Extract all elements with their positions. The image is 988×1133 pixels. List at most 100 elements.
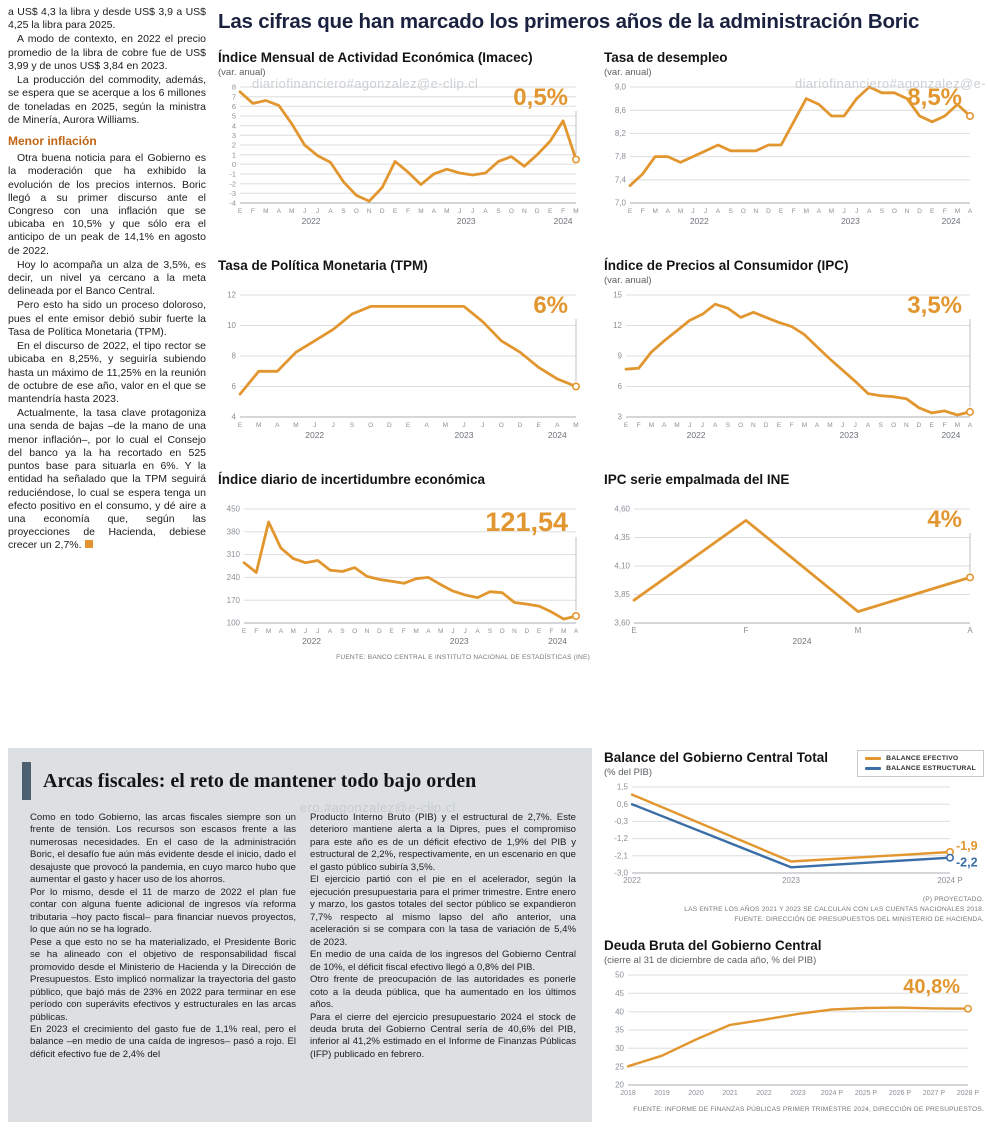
svg-text:J: J	[471, 208, 474, 215]
svg-text:15: 15	[613, 290, 622, 299]
fiscal-section: Arcas fiscales: el reto de mantener todo…	[8, 748, 592, 1122]
svg-text:E: E	[628, 208, 633, 215]
svg-text:D: D	[387, 422, 392, 429]
svg-text:A: A	[662, 422, 667, 429]
svg-text:J: J	[688, 422, 691, 429]
svg-text:N: N	[512, 628, 517, 635]
svg-text:O: O	[741, 208, 746, 215]
svg-text:N: N	[367, 208, 372, 215]
svg-text:F: F	[792, 208, 796, 215]
svg-text:2025 P: 2025 P	[855, 1090, 878, 1097]
svg-text:2019: 2019	[654, 1090, 670, 1097]
svg-text:8,6: 8,6	[615, 105, 627, 114]
chart-title: Índice Mensual de Actividad Económica (I…	[218, 50, 533, 65]
svg-text:A: A	[555, 422, 560, 429]
svg-text:O: O	[738, 422, 743, 429]
svg-text:J: J	[332, 422, 335, 429]
svg-text:N: N	[904, 422, 909, 429]
svg-text:A: A	[279, 628, 284, 635]
svg-text:4,10: 4,10	[614, 561, 630, 570]
svg-text:J: J	[462, 422, 465, 429]
svg-text:0,6: 0,6	[617, 799, 629, 808]
svg-text:S: S	[488, 628, 493, 635]
svg-text:J: J	[481, 422, 484, 429]
svg-text:J: J	[842, 208, 845, 215]
svg-text:D: D	[766, 208, 771, 215]
svg-text:2026 P: 2026 P	[889, 1090, 912, 1097]
svg-text:F: F	[251, 208, 255, 215]
svg-text:E: E	[548, 208, 553, 215]
svg-text:8,2: 8,2	[615, 129, 627, 138]
svg-text:N: N	[754, 208, 759, 215]
svg-text:2028 P: 2028 P	[957, 1090, 980, 1097]
svg-text:3,60: 3,60	[614, 618, 630, 627]
svg-text:0: 0	[232, 159, 236, 168]
svg-text:A: A	[574, 628, 579, 635]
article-paragraph: a US$ 4,3 la libra y desde US$ 3,9 a US$…	[8, 6, 206, 32]
svg-text:1: 1	[232, 150, 236, 159]
svg-text:N: N	[522, 208, 527, 215]
svg-text:3: 3	[232, 130, 236, 139]
svg-text:J: J	[854, 422, 857, 429]
chart-subtitle	[604, 489, 984, 501]
fiscal-text-columns: Como en todo Gobierno, las arcas fiscale…	[8, 804, 592, 1061]
svg-text:J: J	[316, 208, 319, 215]
svg-text:-2: -2	[229, 179, 236, 188]
svg-text:A: A	[483, 208, 488, 215]
svg-text:A: A	[866, 422, 871, 429]
fiscal-paragraph: Producto Interno Bruto (PIB) y el estruc…	[310, 812, 576, 873]
svg-text:S: S	[350, 422, 355, 429]
svg-text:S: S	[341, 208, 346, 215]
svg-text:O: O	[509, 208, 514, 215]
svg-text:F: F	[637, 422, 641, 429]
chart-title: Balance del Gobierno Central Total	[604, 750, 829, 765]
svg-text:2020: 2020	[688, 1090, 704, 1097]
balance-plot: 1,5 0,6 -0,3 -1,2 -2,1 -3,0 2022 2023 2024 P -1,9…	[604, 779, 984, 891]
svg-text:9: 9	[618, 351, 623, 360]
chart-ipc: Índice de Precios al Consumidor (IPC) (v…	[604, 258, 984, 445]
svg-text:2: 2	[232, 140, 236, 149]
svg-text:J: J	[701, 422, 704, 429]
svg-text:-0,3: -0,3	[614, 817, 628, 826]
chart-title: Índice diario de incertidumbre económica	[218, 472, 486, 487]
svg-text:-1,9: -1,9	[956, 839, 978, 853]
svg-text:1,5: 1,5	[617, 782, 629, 791]
svg-text:A: A	[277, 208, 282, 215]
svg-text:A: A	[432, 208, 437, 215]
svg-text:A: A	[713, 422, 718, 429]
svg-text:7,0: 7,0	[615, 198, 627, 207]
article-paragraph: En el discurso de 2022, el tipo rector s…	[8, 340, 206, 406]
svg-text:2022: 2022	[302, 216, 321, 226]
svg-text:E: E	[777, 422, 782, 429]
svg-text:50: 50	[615, 970, 624, 979]
svg-text:S: S	[880, 208, 885, 215]
svg-text:2022: 2022	[623, 876, 641, 885]
svg-text:F: F	[561, 208, 565, 215]
svg-text:A: A	[968, 208, 973, 215]
svg-text:J: J	[841, 422, 844, 429]
svg-text:8: 8	[232, 351, 237, 360]
tpm-plot: 12 10 8 6 4 E M A M J J S O D E A M J J O D E A M 2022 2023 2024 6%	[218, 287, 590, 445]
svg-text:O: O	[891, 422, 896, 429]
svg-text:-4: -4	[229, 198, 236, 207]
svg-text:E: E	[779, 208, 784, 215]
svg-text:-3: -3	[229, 188, 236, 197]
svg-text:3: 3	[618, 412, 623, 421]
svg-text:A: A	[666, 208, 671, 215]
svg-text:20: 20	[615, 1080, 624, 1089]
svg-text:D: D	[524, 628, 529, 635]
chart-ipc-spliced: IPC serie empalmada del INE 4,60 4,35 4,10…	[604, 472, 984, 651]
chart-title: Tasa de desempleo	[604, 50, 728, 65]
article-paragraph: Otra buena noticia para el Gobierno es l…	[8, 152, 206, 257]
svg-text:S: S	[496, 208, 501, 215]
svg-text:2022: 2022	[305, 430, 324, 440]
svg-text:M: M	[266, 628, 271, 635]
svg-text:M: M	[573, 422, 578, 429]
legend-label: BALANCE EFECTIVO	[886, 755, 959, 762]
svg-text:A: A	[425, 422, 430, 429]
legend-item-estructural: BALANCE ESTRUCTURAL	[865, 765, 976, 772]
svg-text:2024: 2024	[554, 216, 573, 226]
imacec-plot: 8 7 6 5 4 3 2 1 0 -1 -2 -3 -4 E F M A M J J A S O N D E F M A M J J A S O N…	[218, 79, 590, 231]
svg-text:O: O	[352, 628, 357, 635]
svg-text:M: M	[256, 422, 261, 429]
